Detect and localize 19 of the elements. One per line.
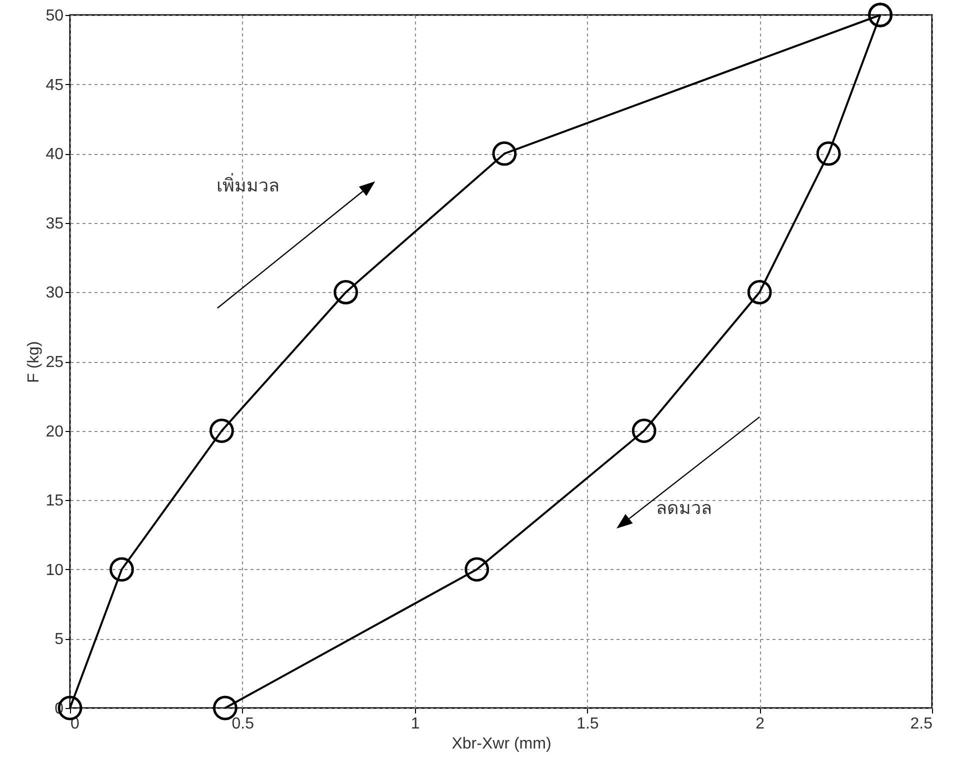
annotation: ลดมวล — [656, 498, 712, 519]
y-tick-label: 10 — [46, 562, 64, 579]
y-tick-label: 50 — [46, 8, 64, 24]
annotation: เพิ่มมวล — [216, 172, 280, 197]
y-tick-label: 25 — [46, 354, 64, 371]
x-axis-title: Xbr-Xwr (mm) — [452, 736, 552, 752]
y-tick-label: 15 — [46, 492, 64, 510]
x-tick-label: 1.5 — [576, 716, 599, 732]
x-tick-label: 2 — [756, 716, 765, 732]
y-tick-label: 45 — [46, 76, 64, 94]
y-tick-label: 5 — [54, 631, 64, 648]
y-tick-label: 30 — [46, 284, 64, 302]
y-tick-label: 35 — [46, 215, 64, 232]
x-tick-label: 1 — [410, 716, 420, 732]
y-tick-label: 40 — [46, 146, 64, 164]
y-tick-label: 20 — [46, 423, 64, 440]
x-tick-label: 2.5 — [910, 716, 933, 732]
y-axis-title: F (kg) — [26, 341, 43, 383]
x-tick-label: 0.5 — [232, 716, 254, 732]
